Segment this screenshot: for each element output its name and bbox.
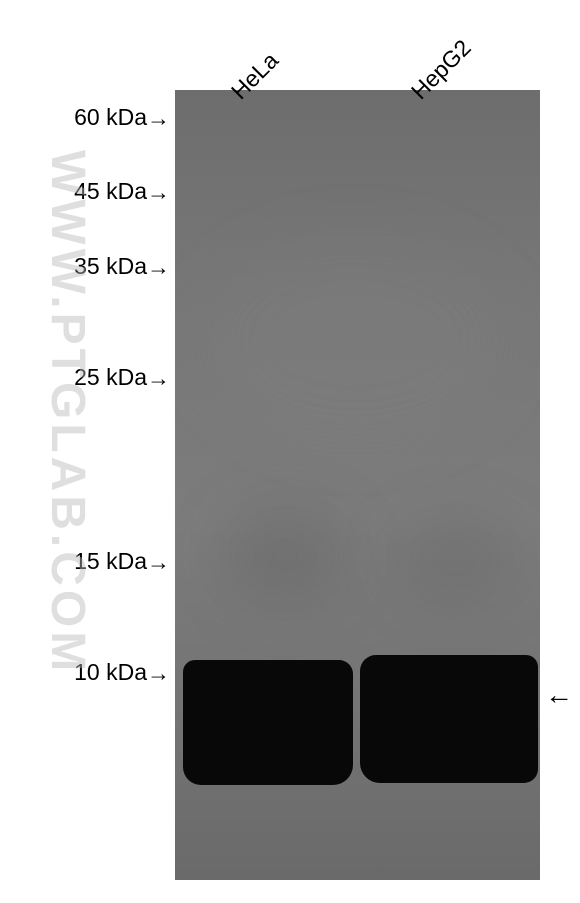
figure-container: HeLaHepG2 60 kDa→45 kDa→35 kDa→25 kDa→15… — [0, 0, 580, 903]
mw-marker-arrow-icon: → — [147, 254, 170, 281]
blot-shading-patch — [395, 520, 515, 600]
protein-band — [183, 660, 353, 785]
mw-marker-label: 35 kDa→ — [74, 253, 170, 281]
protein-band — [360, 655, 538, 783]
mw-marker-arrow-icon: → — [147, 365, 170, 392]
mw-marker-arrow-icon: → — [147, 549, 170, 576]
target-band-arrow: ← — [545, 679, 573, 711]
blot-shading-patch — [205, 240, 505, 440]
mw-marker-label: 45 kDa→ — [74, 178, 170, 206]
watermark-text: WWW.PTGLAB.COM — [40, 150, 95, 675]
blot-shading-patch — [225, 510, 345, 600]
mw-marker-arrow-icon: → — [147, 105, 170, 132]
mw-marker-label: 15 kDa→ — [74, 548, 170, 576]
mw-marker-arrow-icon: → — [147, 179, 170, 206]
mw-marker-label: 25 kDa→ — [74, 364, 170, 392]
mw-marker-label: 10 kDa→ — [74, 659, 170, 687]
mw-marker-arrow-icon: → — [147, 660, 170, 687]
mw-marker-label: 60 kDa→ — [74, 104, 170, 132]
